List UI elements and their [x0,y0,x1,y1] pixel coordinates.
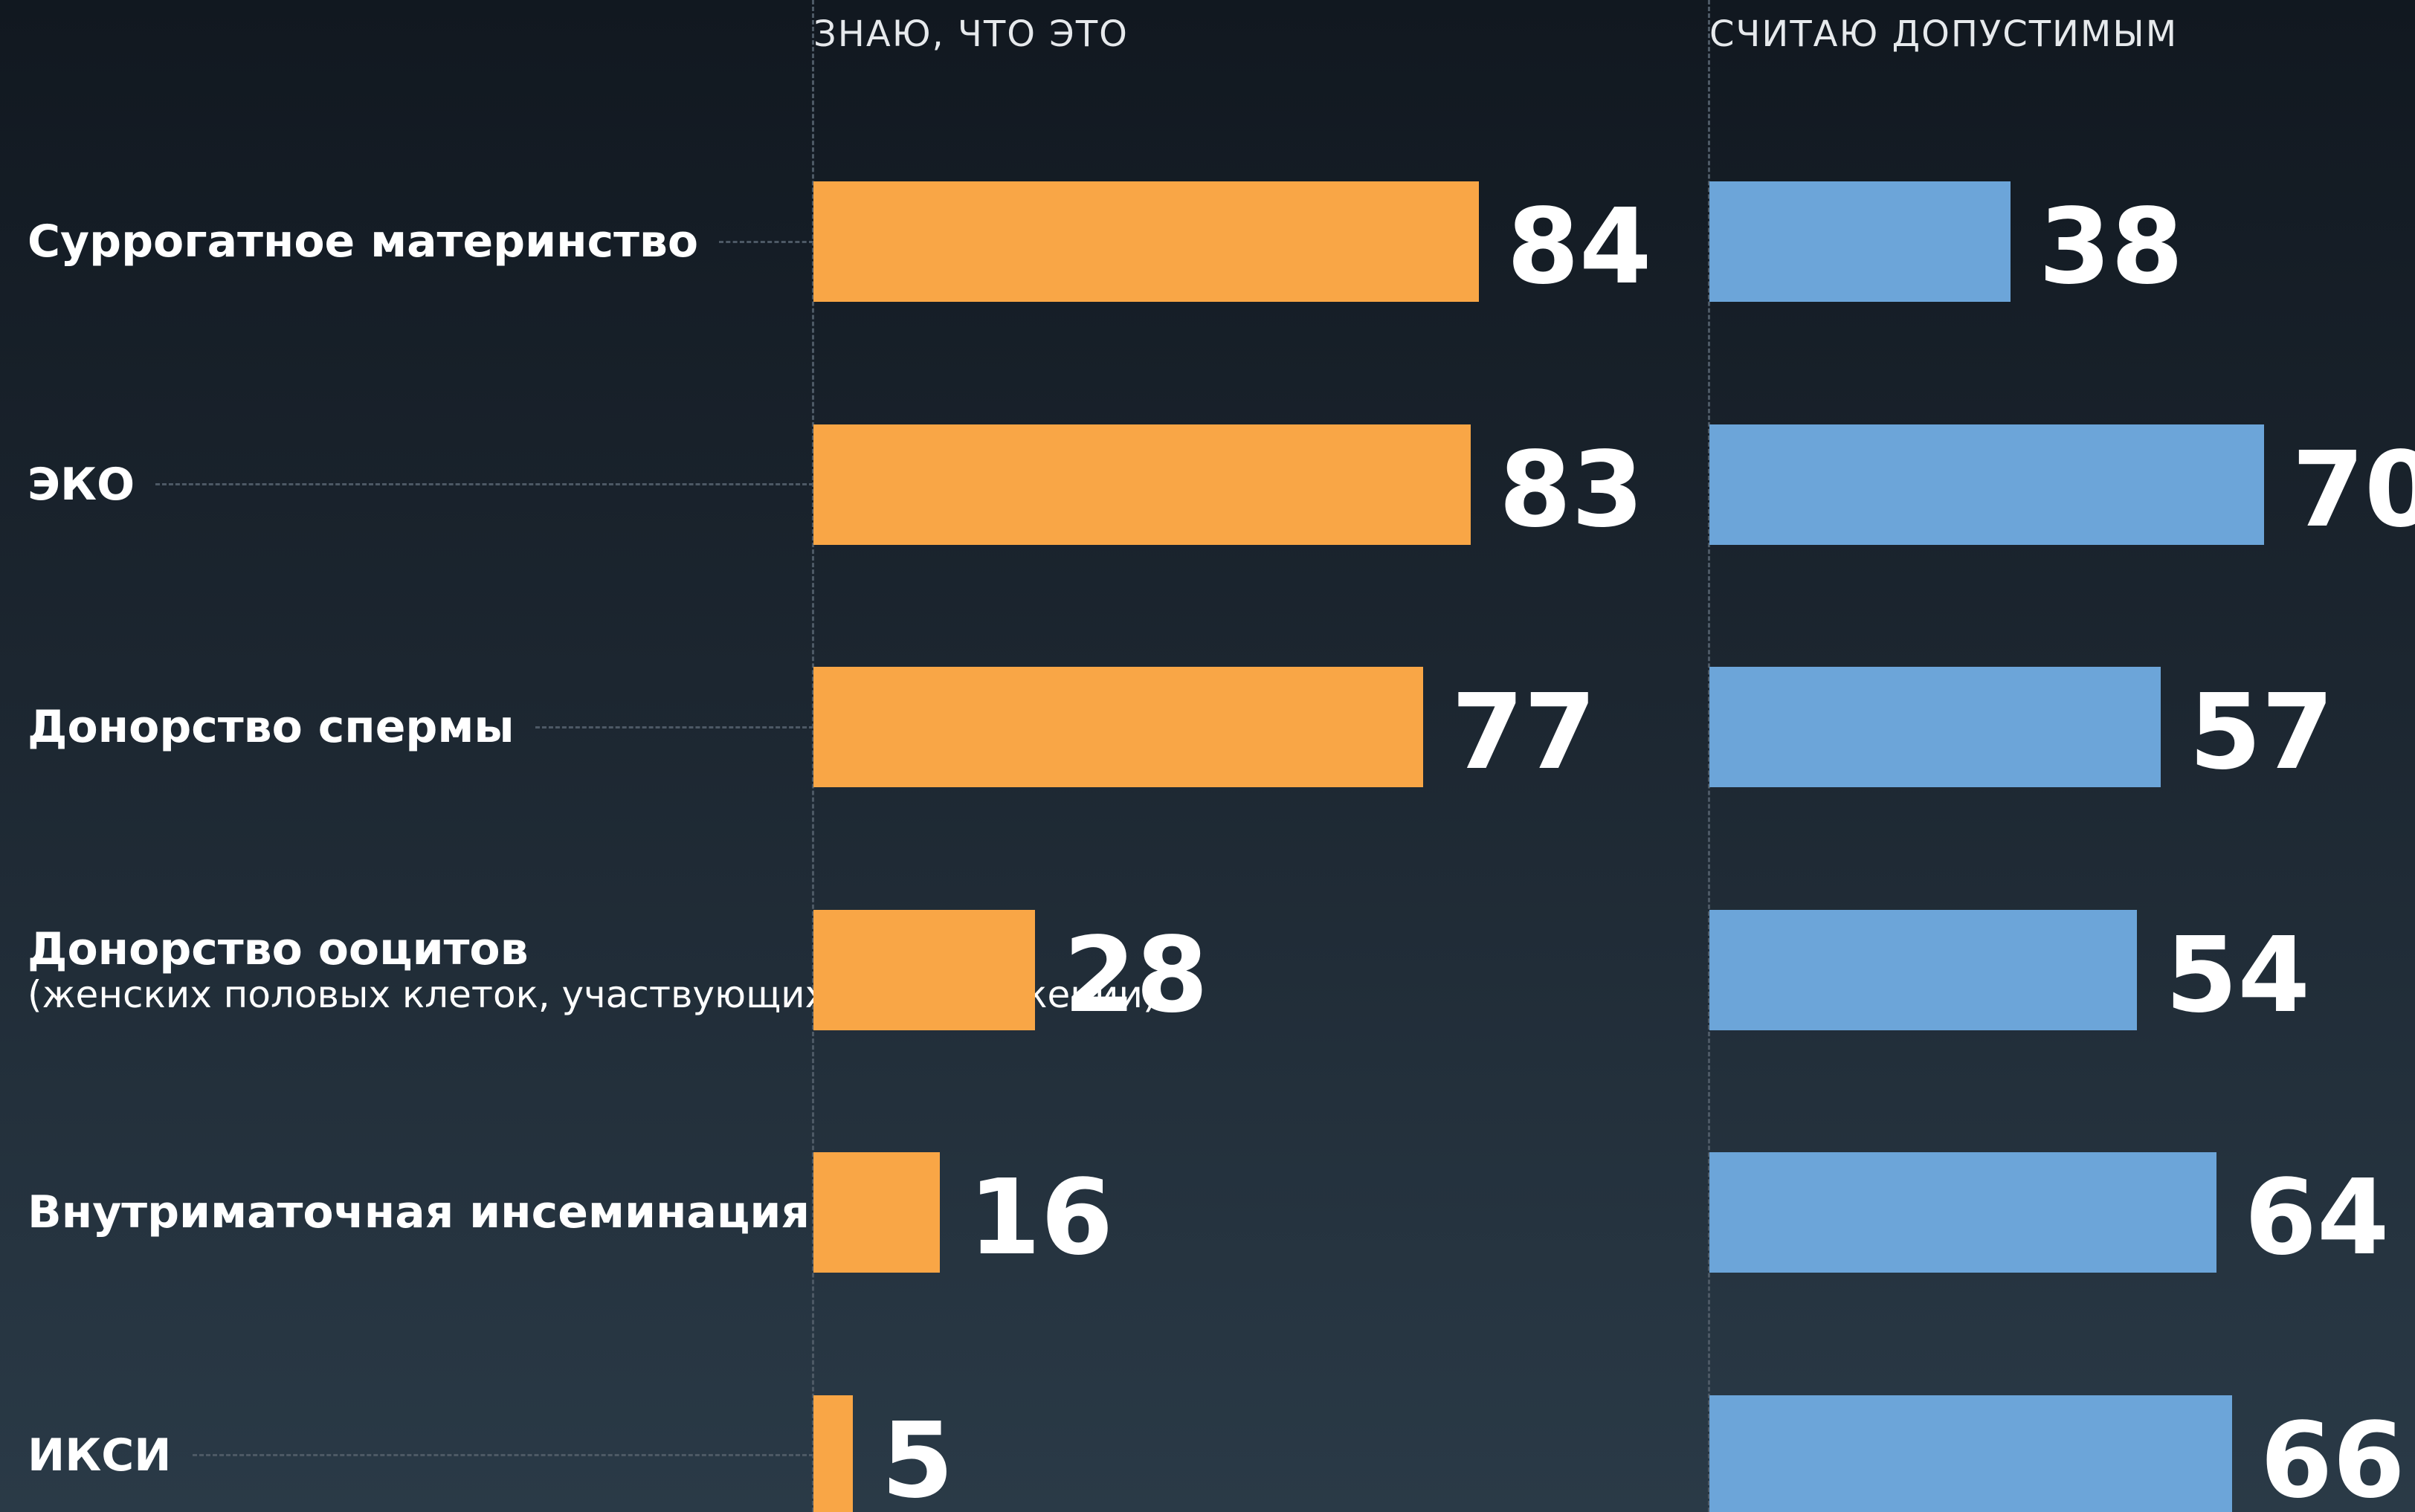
bar [813,1395,854,1512]
value-label: 16 [968,1157,1114,1279]
value-label: 28 [1063,914,1209,1036]
value-label: 77 [1451,672,1596,793]
bar [1709,1395,2232,1512]
value-label: 5 [881,1400,954,1512]
category-name: ИКСИ [28,1429,172,1482]
category-label: Донорство спермы [28,702,515,752]
leader-line [719,240,813,243]
panel-header: ЗНАЮ, ЧТО ЭТО [813,13,1129,55]
axis-line [1708,0,1710,1512]
bar [813,1152,941,1273]
bar [813,909,1036,1030]
category-name: Суррогатное материнство [28,216,699,268]
category-name: Донорство спермы [28,701,515,753]
bar [1709,424,2264,545]
value-label: 57 [2189,672,2334,793]
leader-line [535,726,813,728]
category-label: Внутриматочная инсеминация [28,1188,810,1237]
leader-line [192,1454,813,1456]
bar [1709,1152,2216,1273]
bar [1709,909,2138,1030]
value-label: 64 [2244,1157,2390,1279]
value-label: 70 [2292,429,2415,551]
axis-line [812,0,814,1512]
category-name: Внутриматочная инсеминация [28,1186,810,1238]
bar [1709,667,2161,787]
leader-line [155,483,813,485]
panel-header: СЧИТАЮ ДОПУСТИМЫМ [1709,13,2179,55]
value-label: 66 [2260,1400,2405,1512]
bar [813,181,1479,302]
category-label: ИКСИ [28,1431,172,1480]
bar [813,667,1424,787]
category-name: ЭКО [28,458,135,511]
value-label: 84 [1506,187,1652,308]
category-name: Донорство ооцитов [28,923,529,975]
category-label: ЭКО [28,460,135,509]
category-label: Суррогатное материнство [28,217,698,266]
bar [1709,181,2011,302]
value-label: 83 [1498,429,1644,551]
value-label: 54 [2165,914,2310,1036]
bar [813,424,1471,545]
value-label: 38 [2038,187,2184,308]
